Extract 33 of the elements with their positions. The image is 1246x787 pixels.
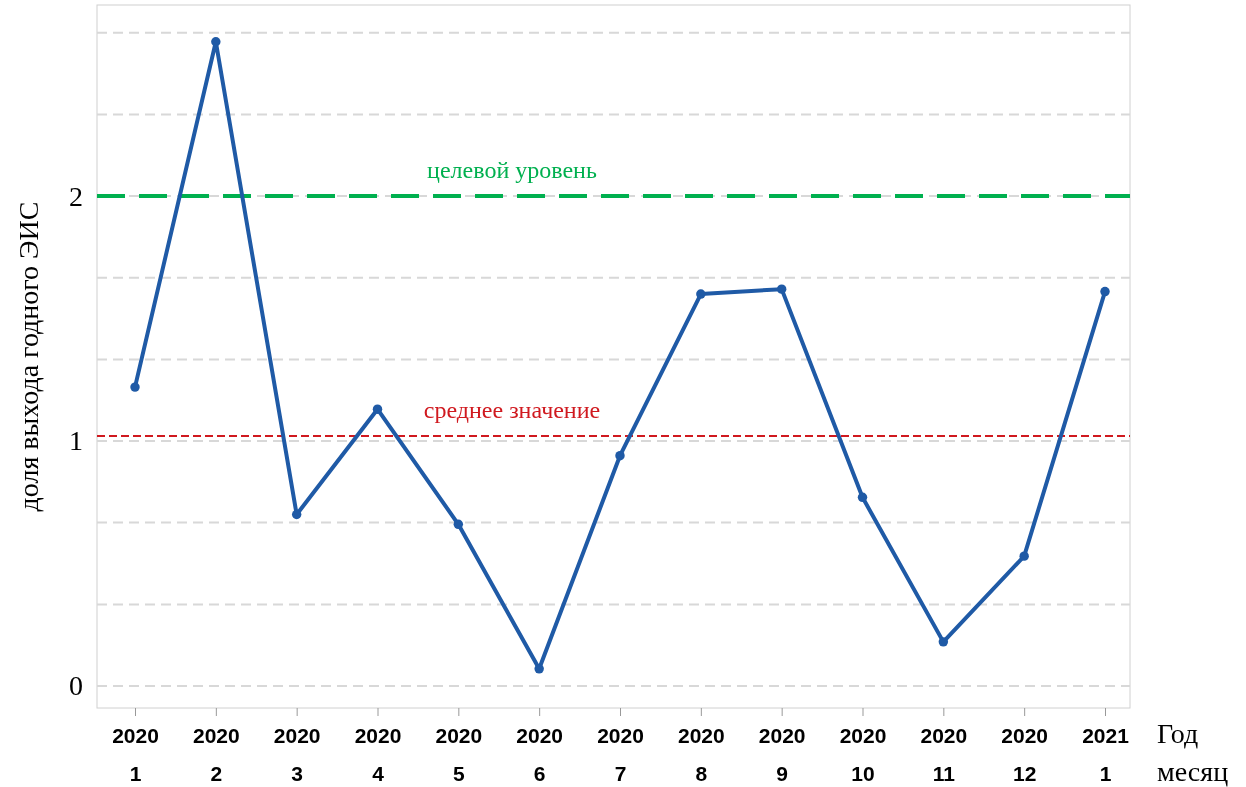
- point: [615, 450, 625, 461]
- x-tick-label: 2020 8: [677, 724, 725, 785]
- point: [776, 284, 787, 294]
- x-tick-label: 2020 12: [1001, 724, 1049, 785]
- x-tick-label: 2020 2: [192, 724, 240, 785]
- point: [534, 664, 544, 674]
- point: [291, 509, 302, 520]
- point: [372, 404, 383, 414]
- x-tick-label: 2020 1: [112, 724, 159, 785]
- ref-line-label: среднее значение: [423, 397, 601, 424]
- y-tick-label: 1: [69, 425, 83, 457]
- x-tick-label: 2020 6: [516, 724, 564, 785]
- x-tick-label: 2020 4: [354, 724, 402, 785]
- y-tick-label: 0: [69, 670, 83, 702]
- x-tick-label: 2021 1: [1082, 724, 1130, 785]
- point: [857, 492, 868, 503]
- y-tick-label: 2: [69, 180, 83, 212]
- x-tick-label: 2020 11: [920, 724, 968, 785]
- point: [696, 289, 706, 299]
- x-tick-label: 2020 10: [839, 724, 887, 785]
- point: [1100, 286, 1110, 297]
- point: [1019, 551, 1029, 561]
- point: [453, 519, 464, 529]
- x-tick-label: 2020 5: [435, 724, 483, 785]
- y-axis-title: доля выхода годного ЭИС: [13, 201, 44, 512]
- point: [211, 37, 221, 47]
- point: [938, 637, 949, 647]
- x-tick-label: 2020 9: [758, 724, 806, 785]
- x-axis-title: Год месяц: [1157, 718, 1229, 787]
- point: [130, 382, 140, 392]
- x-tick-label: 2020 7: [597, 724, 644, 785]
- ref-line-label: целевой уровень: [427, 157, 597, 184]
- x-tick-label: 2020 3: [273, 724, 321, 785]
